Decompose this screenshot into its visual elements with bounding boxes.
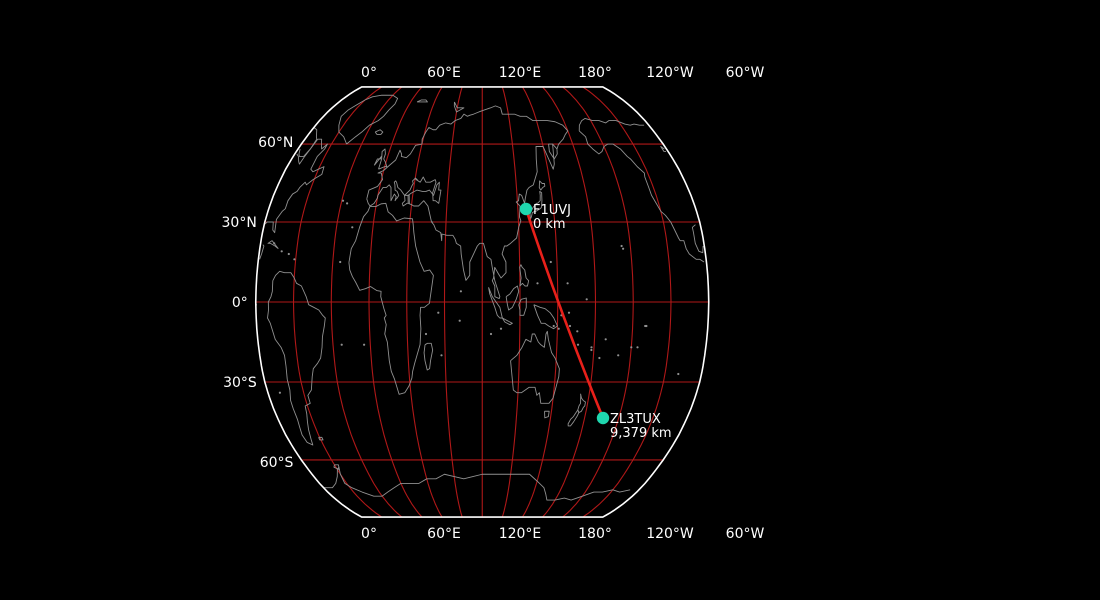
lat-tick-label: 0° [232, 295, 248, 311]
marker-callsign-label: F1UVJ [533, 203, 571, 218]
lon-tick-label-top: 60°E [427, 65, 461, 81]
lat-tick-label: 60°N [258, 135, 293, 151]
lon-tick-label-top: 120°E [499, 65, 542, 81]
lon-tick-label-bottom: 60°W [726, 526, 765, 542]
marker-callsign-label: ZL3TUX [610, 412, 661, 427]
lon-tick-label-top: 60°W [726, 65, 765, 81]
lon-tick-label-top: 0° [361, 65, 377, 81]
lon-tick-label-bottom: 180° [578, 526, 612, 542]
coastlines [255, 94, 705, 501]
lon-tick-label-bottom: 0° [361, 526, 377, 542]
map-boundary [254, 86, 710, 518]
lon-tick-label-top: 120°W [646, 65, 694, 81]
marker-dot[interactable] [596, 411, 610, 425]
lat-tick-label: 30°N [222, 215, 257, 231]
lon-tick-label-top: 180° [578, 65, 612, 81]
marker-dot[interactable] [519, 202, 533, 216]
great-circle-path[interactable] [524, 207, 605, 420]
lon-tick-label-bottom: 120°W [646, 526, 694, 542]
lat-tick-label: 60°S [260, 455, 294, 471]
lon-tick-label-bottom: 60°E [427, 526, 461, 542]
axis-tick-labels: 0° 0° 60°E 60°E 120°E 120°E 180° 180° 120°W 120°W… [222, 65, 765, 542]
marker-distance-label: 0 km [533, 217, 566, 232]
lat-tick-label: 30°S [223, 375, 257, 391]
marker-distance-label: 9,379 km [610, 426, 672, 441]
lon-tick-label-bottom: 120°E [499, 526, 542, 542]
